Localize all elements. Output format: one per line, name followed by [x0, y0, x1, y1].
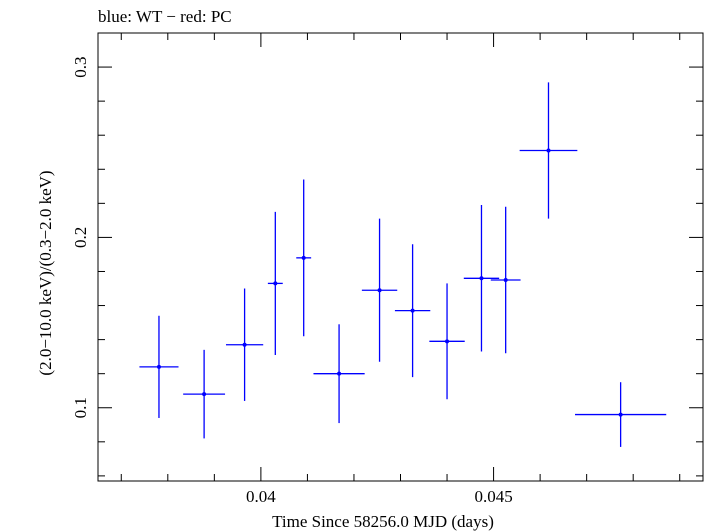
x-tick-label: 0.045 [474, 487, 512, 506]
point-marker [503, 277, 508, 282]
point-marker [242, 342, 247, 347]
data-point [296, 179, 312, 337]
plot-frame [97, 32, 704, 482]
data-marks [139, 82, 667, 447]
data-point [361, 218, 398, 362]
point-marker [301, 255, 306, 260]
point-marker [445, 339, 450, 344]
point-marker [337, 371, 342, 376]
data-point [575, 382, 667, 447]
y-tick-label: 0.2 [71, 227, 90, 248]
point-marker [377, 288, 382, 293]
point-marker [618, 412, 623, 417]
y-tick-label: 0.1 [71, 397, 90, 418]
data-point [139, 315, 179, 418]
axis-ticks: 0.04 0.045 0.1 0.2 0.3 [71, 32, 703, 506]
data-point [313, 324, 365, 424]
point-marker [479, 276, 484, 281]
point-marker [202, 392, 207, 397]
x-axis-label: Time Since 58256.0 MJD (days) [272, 512, 494, 531]
data-point [394, 244, 431, 378]
point-marker [546, 148, 551, 153]
point-marker [410, 308, 415, 313]
point-marker [156, 364, 161, 369]
y-tick-label: 0.3 [71, 56, 90, 77]
data-point [267, 211, 283, 355]
data-point [225, 288, 264, 401]
data-point [519, 82, 578, 219]
data-point [490, 206, 521, 354]
point-marker [273, 281, 278, 286]
chart-title: blue: WT − red: PC [98, 7, 232, 26]
x-tick-label: 0.04 [246, 487, 276, 506]
data-point [183, 349, 226, 439]
data-point [429, 283, 465, 400]
y-axis-label: (2.0−10.0 keV)/(0.3−2.0 keV) [36, 170, 55, 375]
data-point [463, 205, 500, 352]
